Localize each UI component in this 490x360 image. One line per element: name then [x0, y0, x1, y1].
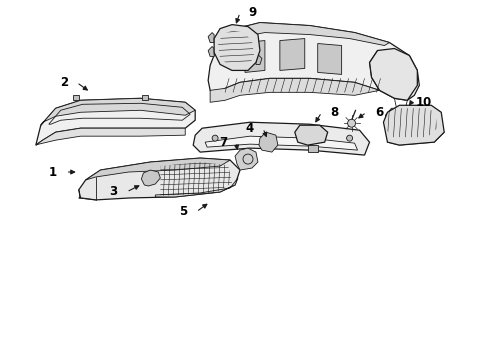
Text: 8: 8	[331, 106, 339, 119]
Polygon shape	[214, 24, 260, 71]
Polygon shape	[193, 122, 369, 155]
Polygon shape	[245, 41, 265, 72]
Polygon shape	[384, 105, 444, 145]
Polygon shape	[36, 98, 195, 145]
Polygon shape	[86, 158, 230, 180]
Text: 2: 2	[60, 76, 68, 89]
Text: 3: 3	[109, 185, 118, 198]
Polygon shape	[228, 23, 390, 45]
Polygon shape	[235, 148, 258, 170]
Polygon shape	[369, 49, 417, 100]
Polygon shape	[155, 178, 238, 197]
Polygon shape	[208, 46, 214, 57]
Polygon shape	[386, 108, 437, 137]
Polygon shape	[280, 39, 305, 71]
Polygon shape	[308, 145, 318, 152]
Text: 4: 4	[246, 122, 254, 135]
Circle shape	[347, 119, 356, 127]
Circle shape	[212, 135, 218, 141]
Polygon shape	[256, 54, 262, 64]
Polygon shape	[218, 31, 254, 64]
Polygon shape	[36, 128, 185, 145]
Polygon shape	[318, 44, 342, 75]
Text: 9: 9	[249, 6, 257, 19]
Polygon shape	[259, 132, 278, 152]
Polygon shape	[300, 127, 322, 140]
Polygon shape	[78, 158, 240, 200]
Polygon shape	[41, 98, 195, 125]
Text: 6: 6	[375, 106, 384, 119]
Text: 7: 7	[219, 136, 227, 149]
Circle shape	[346, 135, 353, 141]
Polygon shape	[73, 95, 78, 100]
Polygon shape	[205, 136, 358, 150]
Polygon shape	[295, 125, 328, 145]
Polygon shape	[388, 132, 444, 145]
Polygon shape	[143, 95, 148, 100]
Text: 10: 10	[416, 96, 433, 109]
Text: 5: 5	[179, 205, 187, 219]
Polygon shape	[208, 23, 419, 100]
Polygon shape	[210, 78, 379, 102]
Polygon shape	[142, 170, 160, 186]
Polygon shape	[208, 32, 214, 42]
Text: 1: 1	[49, 166, 57, 179]
